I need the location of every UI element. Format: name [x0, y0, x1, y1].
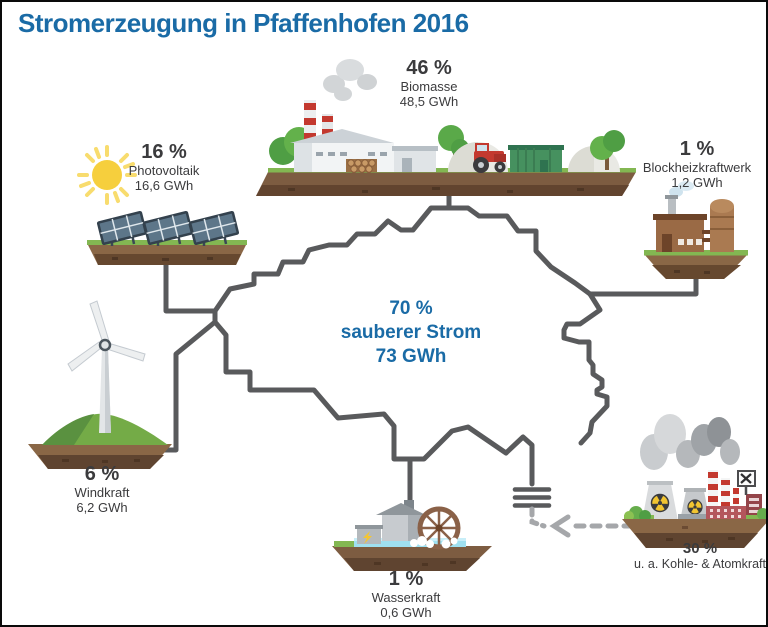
biomasse-value: 48,5 GWh: [399, 94, 459, 109]
grid-bottom-boundary: [212, 319, 535, 487]
wasserkraft-name: Wasserkraft: [371, 590, 441, 605]
solar-panel-icon: [188, 210, 240, 246]
blockheizkraftwerk-name: Blockheizkraftwerk: [642, 160, 752, 175]
sun-icon: [77, 145, 137, 205]
water-mill-illustration: [332, 500, 492, 571]
tree-icon: [590, 130, 625, 170]
water-wheel-icon: [417, 506, 461, 550]
total-value: 73 GWh: [375, 346, 447, 367]
biomasse-label: 46 % Biomasse 48,5 GWh: [351, 57, 507, 109]
photovoltaik-name: Photovoltaik: [128, 163, 200, 178]
radiation-icon: [650, 493, 670, 513]
total-percent: 70 %: [389, 298, 433, 319]
plug-connector-icon: [512, 487, 552, 508]
smoke-icon: [640, 414, 740, 470]
foam-icon: [410, 536, 458, 549]
solar-panels-illustration: [77, 145, 247, 265]
windkraft-label: 6 % Windkraft 6,2 GWh: [32, 463, 172, 515]
wasserkraft-label: 1 % Wasserkraft 0,6 GWh: [326, 568, 486, 620]
windkraft-value: 6,2 GWh: [76, 500, 128, 515]
photovoltaik-label: 16 % Photovoltaik 16,6 GWh: [94, 141, 234, 193]
wind-turbine-illustration: [28, 300, 172, 469]
wasserkraft-value: 0,6 GWh: [380, 605, 432, 620]
fremdstrom-name: u. a. Kohle- & Atomkraft: [633, 557, 766, 571]
tractor-icon: [473, 143, 506, 173]
biomasse-name: Biomasse: [400, 79, 458, 94]
page-title: Stromerzeugung in Pfaffenhofen 2016: [18, 8, 469, 38]
wasserkraft-percent: 1 %: [388, 568, 424, 590]
smoke-icon: [669, 187, 683, 197]
rotor-blades-icon: [67, 300, 146, 372]
grid-solar-branch: [163, 255, 218, 314]
photovoltaik-value: 16,6 GWh: [134, 178, 194, 193]
fremdstrom-percent: 30 %: [682, 540, 718, 557]
solar-panel-icon: [96, 210, 148, 246]
total-name: sauberer Strom: [340, 322, 482, 343]
windkraft-percent: 6 %: [84, 463, 120, 485]
chp-plant-illustration: [644, 181, 748, 279]
coal-nuclear-plant-illustration: [622, 414, 766, 548]
blockheizkraftwerk-label: 1 % Blockheizkraftwerk 1,2 GWh: [617, 138, 766, 190]
grid-wind-branch: [156, 308, 218, 453]
blockheizkraftwerk-percent: 1 %: [679, 138, 715, 160]
import-dashed-line: [529, 506, 643, 538]
bush-icon: [624, 506, 766, 522]
grid-right-descent: [561, 291, 610, 446]
power-grid-lines: [156, 189, 699, 510]
import-arrow-icon: [549, 514, 571, 538]
clean-power-total-label: 70 % sauberer Strom 73 GWh: [321, 297, 501, 369]
lightning-bolt-icon: [363, 531, 372, 544]
wood-pile-icon: [346, 159, 377, 173]
fremdstrom-label: 30 % u. a. Kohle- & Atomkraft: [610, 540, 766, 572]
photovoltaik-percent: 16 %: [141, 141, 187, 163]
windkraft-name: Windkraft: [74, 485, 130, 500]
radiation-icon: [687, 499, 703, 515]
biomasse-percent: 46 %: [406, 57, 452, 79]
grid-top-boundary: [212, 205, 593, 314]
mining-sign-icon: [737, 470, 756, 495]
biomass-plant-illustration: [256, 59, 636, 196]
blockheizkraftwerk-value: 1,2 GWh: [671, 175, 723, 190]
